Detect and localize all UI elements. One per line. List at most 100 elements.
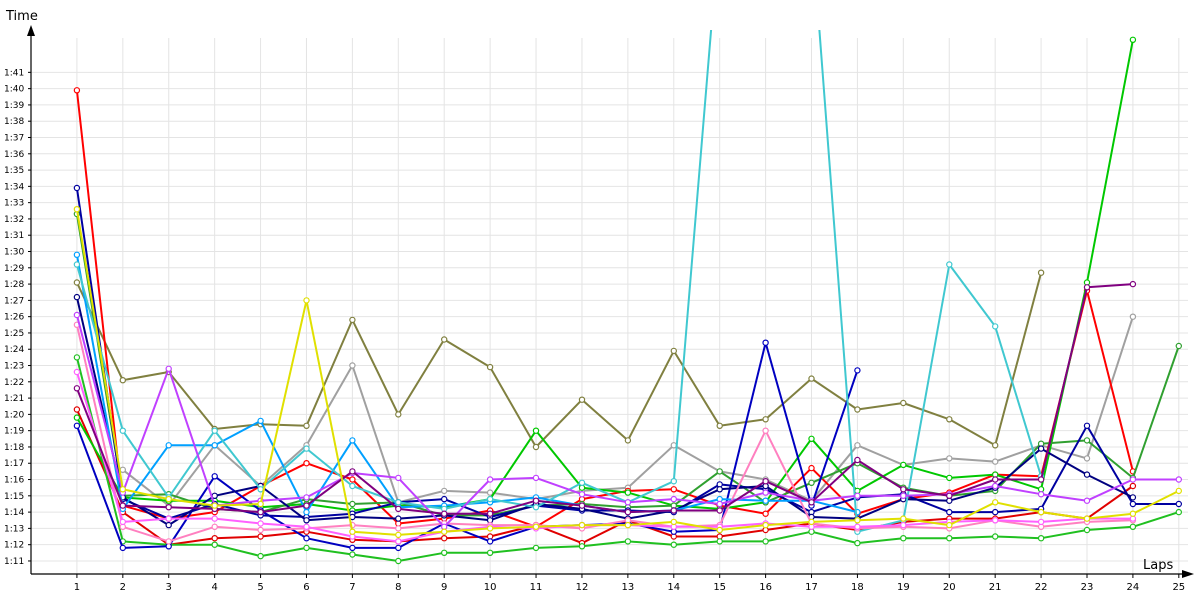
data-point xyxy=(303,502,310,509)
y-axis-arrow xyxy=(27,25,35,36)
x-axis-title: Laps xyxy=(1143,558,1173,573)
data-point xyxy=(73,385,81,392)
data-point xyxy=(992,458,999,465)
data-point xyxy=(395,499,402,506)
y-tick-label: 1:27 xyxy=(4,296,24,306)
data-point xyxy=(1129,482,1137,490)
data-point xyxy=(349,476,356,483)
data-point xyxy=(762,510,769,517)
series-16 xyxy=(73,280,1137,517)
x-tick-label: 2 xyxy=(120,582,126,593)
data-point xyxy=(73,205,81,213)
y-tick-label: 1:13 xyxy=(4,524,24,534)
data-point xyxy=(992,323,999,330)
data-point xyxy=(257,508,264,516)
data-point xyxy=(1083,437,1091,444)
y-tick-label: 1:18 xyxy=(4,443,24,453)
data-point xyxy=(119,466,127,473)
data-point xyxy=(808,464,815,472)
data-point xyxy=(716,538,723,545)
y-tick-label: 1:37 xyxy=(4,133,24,143)
data-point xyxy=(441,510,448,517)
data-point xyxy=(441,336,448,343)
data-point xyxy=(303,460,310,467)
data-point xyxy=(578,479,586,486)
data-point xyxy=(854,517,861,524)
data-point xyxy=(395,525,402,532)
x-tick-label: 10 xyxy=(484,582,497,593)
data-point xyxy=(257,500,264,508)
data-point xyxy=(1083,515,1091,522)
y-tick-label: 1:33 xyxy=(4,199,24,209)
data-point xyxy=(716,526,723,534)
x-tick-label: 3 xyxy=(166,582,172,593)
data-point xyxy=(992,517,999,524)
data-point xyxy=(257,520,264,527)
data-point xyxy=(1037,518,1045,526)
data-point xyxy=(165,442,172,449)
data-point xyxy=(1083,526,1091,534)
data-point xyxy=(303,508,310,516)
data-point xyxy=(1175,487,1183,495)
y-tick-label: 1:24 xyxy=(4,345,24,355)
data-point xyxy=(578,502,586,509)
data-point xyxy=(992,533,999,540)
x-tick-label: 7 xyxy=(349,582,355,593)
data-point xyxy=(670,507,678,514)
series-5 xyxy=(73,36,1137,514)
data-point xyxy=(1037,269,1045,276)
data-point xyxy=(73,251,81,258)
data-point xyxy=(946,261,953,268)
data-point xyxy=(1175,500,1183,508)
data-point xyxy=(670,541,678,548)
data-point xyxy=(165,365,172,372)
data-point xyxy=(349,362,356,369)
data-point xyxy=(73,354,81,361)
data-point xyxy=(1129,500,1137,508)
data-point xyxy=(808,479,815,486)
data-point xyxy=(578,396,586,403)
series-17 xyxy=(73,205,1183,539)
y-tick-label: 1:15 xyxy=(4,492,24,502)
data-point xyxy=(808,499,815,506)
data-point xyxy=(119,502,127,509)
data-point xyxy=(486,489,494,496)
data-point xyxy=(73,261,81,268)
data-point xyxy=(1037,491,1045,498)
data-point xyxy=(900,461,907,469)
data-point xyxy=(992,508,999,516)
y-tick-label: 1:29 xyxy=(4,264,24,274)
x-tick-label: 8 xyxy=(395,582,401,593)
data-point xyxy=(486,525,494,532)
data-point xyxy=(900,521,907,529)
data-point xyxy=(624,521,632,529)
data-point xyxy=(349,437,356,444)
data-point xyxy=(670,495,678,503)
data-point xyxy=(1175,342,1183,350)
data-point xyxy=(532,443,540,451)
x-tick-label: 22 xyxy=(1035,582,1048,593)
data-point xyxy=(1129,36,1137,44)
data-point xyxy=(670,347,678,355)
data-point xyxy=(211,523,218,531)
data-point xyxy=(624,538,632,545)
data-point xyxy=(486,538,494,545)
data-point xyxy=(1129,494,1137,501)
data-point xyxy=(395,557,402,565)
y-tick-label: 1:26 xyxy=(4,313,24,323)
data-point xyxy=(486,549,494,557)
data-point xyxy=(73,311,81,319)
data-point xyxy=(257,533,264,540)
data-point xyxy=(1175,508,1183,516)
data-point xyxy=(992,499,999,506)
data-point xyxy=(532,497,540,504)
y-tick-label: 1:21 xyxy=(4,394,24,404)
y-tick-label: 1:20 xyxy=(4,410,24,420)
data-point xyxy=(349,551,356,558)
data-point xyxy=(119,544,127,552)
data-point xyxy=(1037,535,1045,542)
data-point xyxy=(441,528,448,535)
data-point xyxy=(670,478,678,485)
series-group xyxy=(73,30,1183,565)
